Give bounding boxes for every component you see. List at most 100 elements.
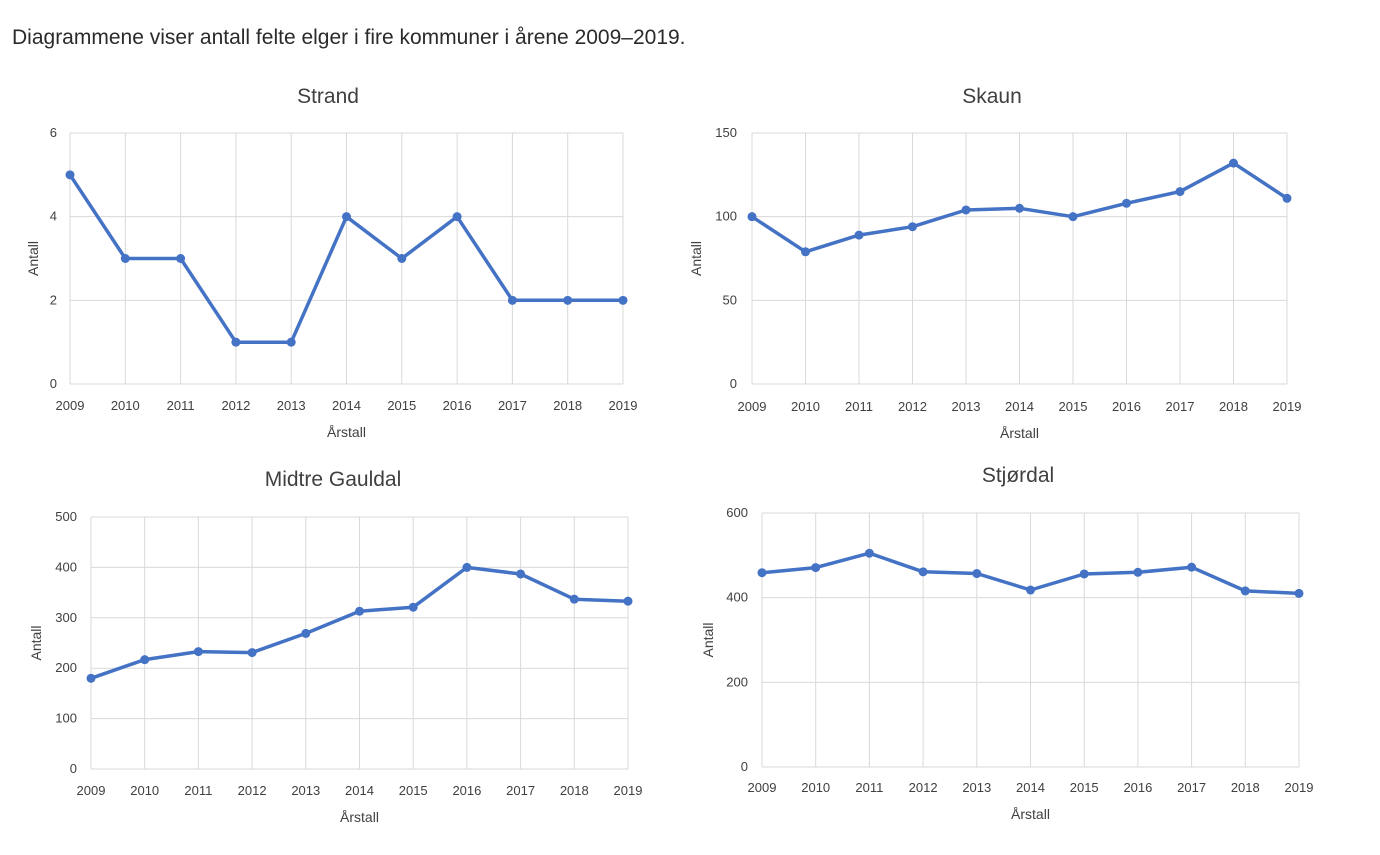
chart2-x-tick-label: 2012 <box>898 399 927 414</box>
chart1-y-tick-label: 4 <box>50 209 57 224</box>
chart2-data-point <box>854 230 864 240</box>
chart2-x-tick-label: 2019 <box>1273 399 1302 414</box>
chart1-x-tick-label: 2014 <box>332 398 361 413</box>
chart1-x-tick-label: 2018 <box>553 398 582 413</box>
chart3-data-point <box>569 594 579 604</box>
chart3-x-tick-label: 2015 <box>399 783 428 798</box>
chart2-data-point <box>801 247 810 257</box>
chart2-y-axis-title: Antall <box>688 241 704 276</box>
chart4-y-tick-label: 0 <box>741 759 748 774</box>
chart3-y-tick-label: 500 <box>55 509 77 524</box>
chart4-x-axis-title: Årstall <box>1011 806 1050 822</box>
chart2-data-point <box>1015 203 1024 213</box>
chart2-data-point <box>1282 193 1292 203</box>
chart1-x-tick-label: 2012 <box>221 398 250 413</box>
chart4-data-point <box>1187 562 1197 572</box>
chart3-x-tick-label: 2014 <box>345 783 374 798</box>
chart1-y-axis-title: Antall <box>25 241 41 276</box>
chart2-y-tick-label: 0 <box>730 376 737 391</box>
chart1-data-point <box>397 254 407 263</box>
chart4-x-tick-label: 2011 <box>855 780 883 795</box>
chart2-x-tick-label: 2018 <box>1219 399 1248 414</box>
chart2-data-point <box>747 212 757 222</box>
chart1-data-point <box>563 295 573 305</box>
chart4-title: Stjørdal <box>982 464 1054 487</box>
chart4-data-point <box>811 563 821 573</box>
chart1-y-tick-label: 6 <box>50 125 57 140</box>
chart3-y-tick-label: 300 <box>55 610 77 625</box>
chart4-x-tick-label: 2017 <box>1177 780 1206 795</box>
chart2-x-tick-label: 2009 <box>738 399 767 414</box>
chart1-y-tick-label: 0 <box>50 376 57 391</box>
chart4-y-tick-label: 400 <box>726 590 748 605</box>
chart1-data-point <box>452 212 462 222</box>
chart3-x-tick-label: 2017 <box>506 783 535 798</box>
chart2-x-axis-title: Årstall <box>1000 425 1039 441</box>
chart1-x-tick-label: 2009 <box>56 398 85 413</box>
chart3-data-point <box>247 648 257 658</box>
chart4-y-axis-title: Antall <box>700 622 716 657</box>
chart4-x-tick-label: 2014 <box>1016 780 1045 795</box>
chart4-data-point <box>1294 588 1304 598</box>
chart2-x-tick-label: 2011 <box>845 399 873 414</box>
chart4-x-tick-label: 2018 <box>1231 780 1260 795</box>
chart3-y-tick-label: 200 <box>55 660 77 675</box>
chart4-x-tick-label: 2009 <box>748 780 777 795</box>
chart3-x-tick-label: 2012 <box>238 783 267 798</box>
chart2-x-tick-label: 2010 <box>791 399 820 414</box>
chart3-data-point <box>408 602 418 612</box>
chart1-data-point <box>231 337 241 347</box>
chart1-x-tick-label: 2013 <box>277 398 306 413</box>
chart1-data-point <box>618 295 628 305</box>
chart2-x-tick-label: 2016 <box>1112 399 1141 414</box>
chart1-x-tick-label: 2015 <box>387 398 416 413</box>
chart3-data-point <box>301 628 311 638</box>
chart2-x-tick-label: 2015 <box>1059 399 1088 414</box>
chart4-x-tick-label: 2012 <box>909 780 938 795</box>
chart3-data-point <box>623 596 633 606</box>
chart1-data-point <box>120 254 130 263</box>
chart2-data-point <box>1068 212 1078 222</box>
chart2-data-point <box>1229 158 1238 168</box>
chart2-data-point <box>1122 198 1131 208</box>
chart3-data-point <box>516 569 526 579</box>
chart2-y-tick-label: 50 <box>723 292 737 307</box>
chart4-data-point <box>757 568 767 578</box>
chart2-x-tick-label: 2017 <box>1166 399 1195 414</box>
chart4-data-point <box>1026 585 1035 595</box>
chart2-data-point <box>908 222 917 232</box>
chart3-x-axis-title: Årstall <box>340 809 379 825</box>
chart1-x-tick-label: 2011 <box>167 398 195 413</box>
chart1-data-point <box>176 254 186 263</box>
chart4-x-tick-label: 2015 <box>1070 780 1099 795</box>
chart3-data-point <box>193 647 203 657</box>
chart3-x-tick-label: 2018 <box>560 783 589 798</box>
chart1-x-axis-title: Årstall <box>327 424 366 440</box>
chart3-data-point <box>355 606 364 616</box>
chart1-x-tick-label: 2016 <box>443 398 472 413</box>
chart3-x-tick-label: 2013 <box>291 783 320 798</box>
chart3-data-point <box>140 655 150 665</box>
chart1-y-tick-label: 2 <box>50 292 57 307</box>
chart2-y-tick-label: 100 <box>715 209 737 224</box>
chart4-x-tick-label: 2013 <box>962 780 991 795</box>
chart2-y-tick-label: 150 <box>715 125 737 140</box>
chart4-data-point <box>918 567 928 577</box>
chart3-x-tick-label: 2011 <box>184 783 212 798</box>
chart3-x-tick-label: 2009 <box>77 783 106 798</box>
chart1-title: Strand <box>297 85 359 108</box>
chart4-data-point <box>864 548 874 558</box>
chart3-title: Midtre Gauldal <box>265 468 402 491</box>
chart3-x-tick-label: 2010 <box>130 783 159 798</box>
chart1-data-point <box>286 337 296 347</box>
chart4-data-point <box>1079 569 1089 579</box>
chart1-data-point <box>65 170 75 180</box>
chart1-data-point <box>507 295 517 305</box>
chart3-x-tick-label: 2016 <box>452 783 481 798</box>
chart4-data-point <box>972 569 982 579</box>
chart3-data-point <box>462 562 472 572</box>
chart2-x-tick-label: 2014 <box>1005 399 1034 414</box>
chart2-data-point <box>961 205 971 215</box>
chart3-y-tick-label: 100 <box>55 711 77 726</box>
